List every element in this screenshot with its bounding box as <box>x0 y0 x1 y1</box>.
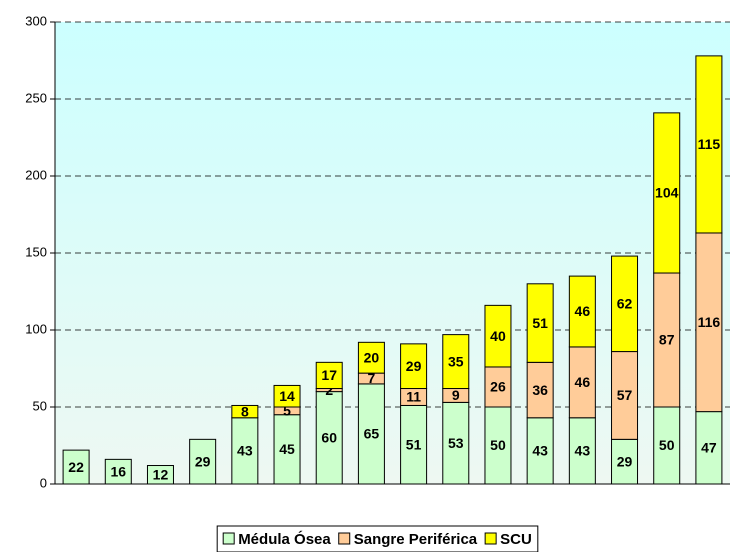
bar-segment <box>484 406 512 485</box>
y-tick-label: 300 <box>25 13 47 28</box>
bar-segment <box>231 404 259 419</box>
data-label: 36 <box>532 382 548 398</box>
bar-segment <box>695 55 723 234</box>
bar-segment <box>315 391 343 485</box>
bar-segment <box>189 438 217 485</box>
bar-segment <box>568 275 596 348</box>
bar-segment <box>315 361 343 390</box>
data-label: 62 <box>617 296 633 312</box>
data-label: 17 <box>321 367 337 383</box>
data-label: 14 <box>279 388 295 404</box>
bar-segment <box>653 112 681 274</box>
y-tick-label: 150 <box>25 244 47 259</box>
y-tick-label: 100 <box>25 321 47 336</box>
y-tick-label: 50 <box>33 398 47 413</box>
bar-segment <box>568 346 596 419</box>
legend-label: Sangre Periférica <box>354 531 478 548</box>
bar-segment <box>526 283 554 363</box>
legend-swatch <box>484 532 497 545</box>
bar-segment <box>442 334 470 390</box>
data-label: 26 <box>490 379 506 395</box>
bar-segment <box>273 384 301 408</box>
bar-segment <box>273 414 301 485</box>
data-label: 12 <box>153 466 169 482</box>
data-label: 43 <box>237 443 253 459</box>
data-label: 53 <box>448 435 464 451</box>
bar-segment <box>357 341 385 374</box>
data-label: 51 <box>532 315 548 331</box>
data-label: 115 <box>698 136 721 152</box>
data-label: 9 <box>452 387 460 403</box>
data-label: 16 <box>110 463 126 479</box>
legend-swatch <box>222 532 235 545</box>
data-label: 29 <box>406 358 422 374</box>
data-label: 43 <box>532 443 548 459</box>
data-label: 29 <box>617 453 633 469</box>
bar-segment <box>653 406 681 485</box>
bar-segment <box>695 232 723 413</box>
bar-segment <box>400 404 428 485</box>
data-label: 20 <box>364 349 380 365</box>
bar-segment <box>695 411 723 485</box>
data-label: 29 <box>195 453 211 469</box>
y-tick-label: 0 <box>40 475 47 490</box>
data-label: 5 <box>283 403 291 419</box>
data-label: 35 <box>448 353 464 369</box>
bar-segment <box>231 417 259 485</box>
data-label: 2 <box>325 382 333 398</box>
data-label: 104 <box>655 185 679 201</box>
bar-segment <box>526 417 554 485</box>
data-label: 47 <box>701 440 717 456</box>
legend-box <box>216 525 539 552</box>
legend: Médula Ósea Sangre Periférica SCU <box>216 525 539 552</box>
data-label: 40 <box>490 328 506 344</box>
data-label: 11 <box>406 389 421 405</box>
data-label: 46 <box>575 374 591 390</box>
bar-segment <box>146 465 174 485</box>
data-label: 45 <box>279 441 295 457</box>
data-label: 50 <box>490 437 506 453</box>
y-tick-label: 250 <box>25 90 47 105</box>
bar-segment <box>400 343 428 390</box>
data-label: 46 <box>575 303 591 319</box>
legend-label: SCU <box>500 531 532 548</box>
legend-swatch <box>338 532 351 545</box>
bar-segment <box>484 304 512 368</box>
data-label: 60 <box>321 430 337 446</box>
data-label: 87 <box>659 332 675 348</box>
data-label: 7 <box>368 370 376 386</box>
data-label: 116 <box>698 314 721 330</box>
bar-segment <box>442 401 470 485</box>
bar-segment <box>484 366 512 408</box>
data-label: 50 <box>659 437 675 453</box>
bar-segment <box>104 458 132 485</box>
data-label: 22 <box>68 459 84 475</box>
data-label: 51 <box>406 436 422 452</box>
data-label: 8 <box>241 403 249 419</box>
data-label: 43 <box>575 443 591 459</box>
legend-label: Médula Ósea <box>238 530 331 548</box>
bar-segment <box>357 383 385 485</box>
bar-segment <box>568 417 596 485</box>
data-label: 57 <box>617 387 633 403</box>
bar-segment <box>611 255 639 353</box>
y-tick-label: 200 <box>25 167 47 182</box>
bar-segment <box>62 449 90 485</box>
data-label: 65 <box>364 426 380 442</box>
